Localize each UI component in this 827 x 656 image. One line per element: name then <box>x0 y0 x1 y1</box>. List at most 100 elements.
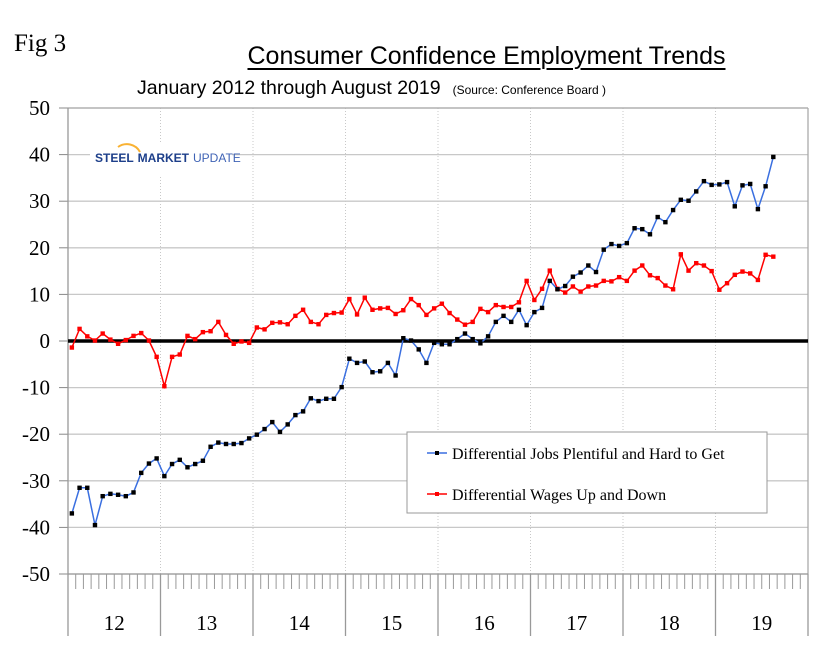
data-point-jobs <box>632 226 637 231</box>
data-point-jobs <box>670 207 676 213</box>
data-point-wages <box>77 326 82 332</box>
data-point-wages <box>763 252 768 257</box>
data-point-jobs <box>92 522 98 528</box>
data-point-wages <box>647 273 653 278</box>
data-point-jobs <box>108 491 113 497</box>
y-tick-label: 30 <box>29 189 50 213</box>
x-tick-label: 13 <box>196 611 217 635</box>
data-point-wages <box>331 310 337 316</box>
legend: Differential Jobs Plentiful and Hard to … <box>406 431 768 514</box>
data-point-wages <box>747 271 753 276</box>
data-point-wages <box>223 332 229 338</box>
data-point-wages <box>285 322 290 327</box>
data-point-jobs <box>771 154 776 160</box>
data-point-jobs <box>439 342 445 347</box>
y-tick-label: -50 <box>22 562 50 586</box>
data-point-wages <box>593 283 599 288</box>
data-point-wages <box>300 307 306 312</box>
y-tick-label: 0 <box>40 329 51 353</box>
data-point-wages <box>192 336 198 342</box>
data-point-jobs <box>478 341 483 346</box>
data-point-wages <box>408 296 414 302</box>
chart-subtitle-wrap: January 2012 through August 2019 (Source:… <box>137 77 606 100</box>
y-tick-label: -10 <box>22 376 50 400</box>
data-point-wages <box>216 319 221 325</box>
data-point-wages <box>539 286 545 292</box>
data-point-jobs <box>293 412 298 418</box>
data-point-wages <box>146 338 152 343</box>
data-point-jobs <box>601 247 606 252</box>
data-point-wages <box>185 333 190 339</box>
data-point-jobs <box>354 360 360 366</box>
data-point-jobs <box>493 319 499 325</box>
data-point-jobs <box>300 409 306 414</box>
data-point-jobs <box>115 492 121 497</box>
data-point-jobs <box>331 396 337 401</box>
data-point-wages <box>270 320 275 326</box>
data-point-jobs <box>100 493 105 499</box>
data-point-jobs <box>362 359 367 364</box>
data-point-jobs <box>347 356 352 361</box>
data-point-wages <box>516 300 522 305</box>
data-point-jobs <box>401 336 406 341</box>
chart-subtitle: January 2012 through August 2019 <box>137 77 441 99</box>
data-point-wages <box>254 325 260 330</box>
data-point-jobs <box>154 456 159 461</box>
data-point-wages <box>478 306 483 312</box>
data-point-wages <box>100 331 105 336</box>
figure-label: Fig 3 <box>14 30 67 57</box>
data-point-wages <box>470 319 475 325</box>
data-point-wages <box>455 317 460 322</box>
data-point-wages <box>115 341 121 346</box>
series-group <box>69 154 776 528</box>
data-point-jobs <box>216 440 221 445</box>
legend-marker-wages <box>435 492 439 496</box>
chart-title: Consumer Confidence Employment Trends <box>247 42 726 70</box>
data-point-jobs <box>185 465 190 470</box>
data-point-wages <box>709 268 714 274</box>
data-point-wages <box>239 339 244 344</box>
legend-box <box>406 431 768 514</box>
data-point-wages <box>316 322 321 327</box>
data-point-jobs <box>547 278 552 284</box>
source-note: (Source: Conference Board ) <box>452 83 606 97</box>
data-point-wages <box>493 302 499 308</box>
data-point-jobs <box>424 360 429 366</box>
data-point-wages <box>354 312 360 317</box>
chart-title-wrap: Consumer Confidence Employment Trends <box>0 42 827 71</box>
y-tick-label: 40 <box>29 143 50 167</box>
data-point-wages <box>447 310 452 316</box>
data-point-jobs <box>270 419 275 425</box>
data-point-wages <box>393 311 398 317</box>
data-point-wages <box>663 283 668 288</box>
data-point-wages <box>601 278 606 284</box>
data-point-jobs <box>640 226 645 232</box>
data-point-jobs <box>447 342 452 347</box>
data-point-jobs <box>146 461 152 466</box>
data-point-jobs <box>570 274 576 279</box>
data-point-wages <box>339 310 344 315</box>
x-tick-label: 15 <box>381 611 402 635</box>
data-point-jobs <box>162 473 167 479</box>
data-point-jobs <box>509 319 514 325</box>
data-point-wages <box>755 277 761 283</box>
y-tick-label: -40 <box>22 515 50 539</box>
data-point-wages <box>123 337 129 343</box>
data-point-jobs <box>308 396 314 401</box>
y-tick-label: 50 <box>29 96 50 120</box>
data-point-wages <box>524 278 529 284</box>
data-point-jobs <box>709 182 714 188</box>
data-point-wages <box>717 287 722 292</box>
logo-text-steel: STEEL MARKET UPDATE <box>95 151 241 165</box>
data-point-jobs <box>339 384 344 390</box>
data-point-wages <box>424 312 429 318</box>
data-point-wages <box>570 284 576 289</box>
y-tick-label: 10 <box>29 282 50 306</box>
x-tick-label: 19 <box>751 611 772 635</box>
y-tick-label: -20 <box>22 422 50 446</box>
data-point-jobs <box>655 214 660 220</box>
data-point-wages <box>678 252 684 257</box>
data-point-wages <box>532 297 537 303</box>
data-point-wages <box>632 268 637 273</box>
data-point-wages <box>131 333 136 339</box>
